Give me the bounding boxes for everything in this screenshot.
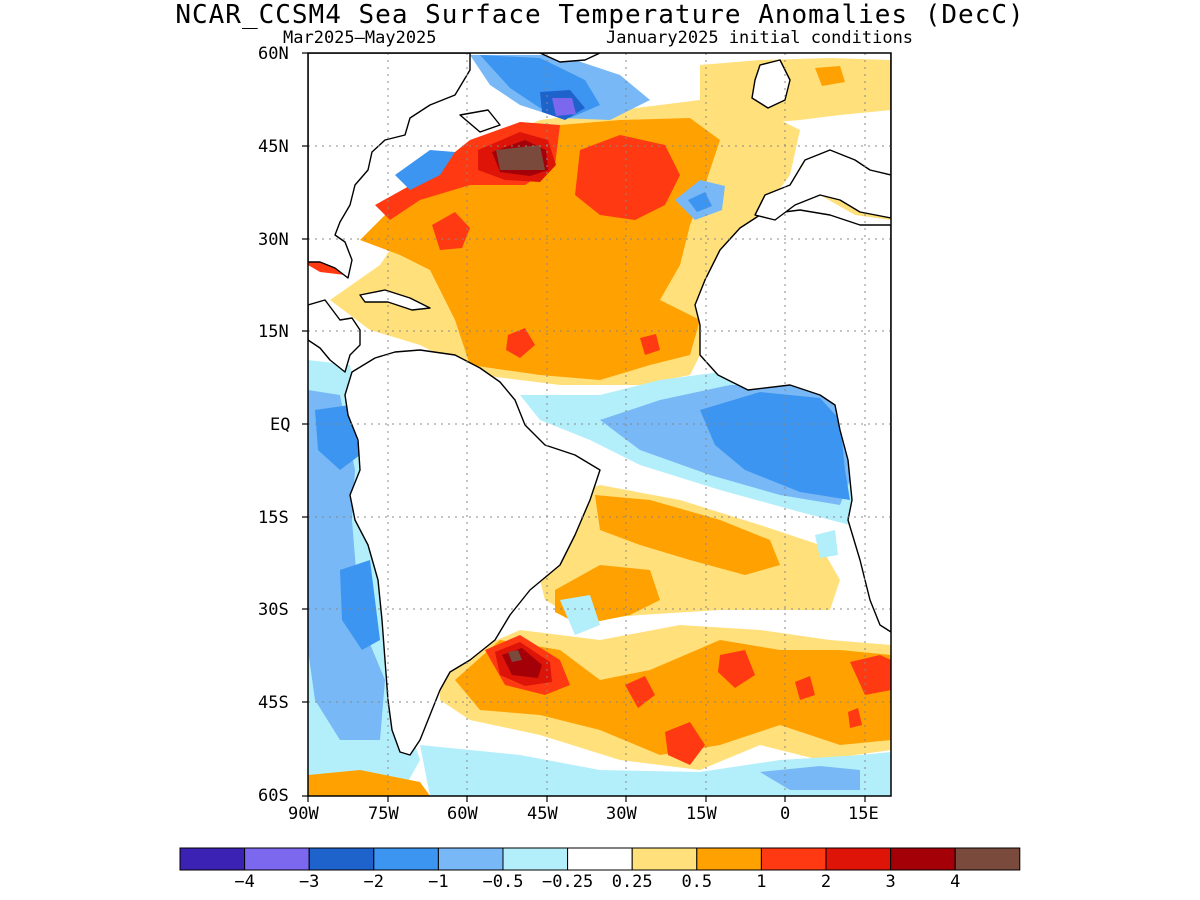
lat-label-45n: 45N <box>258 137 289 157</box>
anomaly-region-so-lightblue <box>760 766 860 790</box>
colorbar-label: −0.25 <box>542 872 594 892</box>
lon-label-15w: 15W <box>686 804 717 824</box>
lon-label-60w: 60W <box>447 804 478 824</box>
colorbar-swatch <box>437 847 504 871</box>
colorbar-label: 4 <box>950 872 961 892</box>
anomaly-region-lab-purple <box>552 98 576 116</box>
anomaly-region-na-red-4 <box>506 328 535 358</box>
lon-label-30w: 30W <box>606 804 637 824</box>
colorbar <box>179 847 1021 871</box>
colorbar-label: 0.5 <box>681 872 713 892</box>
colorbar-label: −2 <box>363 872 385 892</box>
colorbar-swatch <box>502 847 569 871</box>
colorbar-swatch <box>825 847 892 871</box>
colorbar-swatch <box>179 847 246 871</box>
anomaly-region-sa-cyan-spot-2 <box>815 530 838 558</box>
anomaly-region-na-red-1 <box>575 135 680 220</box>
land-newfoundland <box>459 109 501 133</box>
colorbar-label: 2 <box>820 872 832 892</box>
lat-label-15n: 15N <box>258 322 289 342</box>
lat-label-eq: EQ <box>270 415 291 435</box>
land-europe <box>754 53 891 221</box>
colorbar-label: 0.25 <box>611 872 653 892</box>
anomaly-region-gulf-blue <box>395 150 455 190</box>
initial-conditions: January2025 initial conditions <box>606 28 914 48</box>
lon-label-0: 0 <box>780 804 791 824</box>
lat-label-30n: 30N <box>258 230 289 250</box>
anomaly-region-eu-yellow <box>700 58 891 125</box>
colorbar-swatch <box>760 847 827 871</box>
axis-ticks <box>302 52 866 802</box>
anomaly-region-na-brown <box>496 145 545 170</box>
lat-label-45s: 45S <box>258 693 289 713</box>
anomaly-region-pac-orange <box>308 770 430 796</box>
anomaly-region-sa-brown <box>508 650 522 662</box>
lat-label-15s: 15S <box>258 508 289 528</box>
anomaly-region-sa-red-6 <box>795 676 815 700</box>
colorbar-swatch <box>696 847 762 871</box>
anomaly-region-na-red-5 <box>640 334 660 355</box>
colorbar-swatch <box>631 847 698 871</box>
lon-label-75w: 75W <box>368 804 399 824</box>
anomaly-field <box>308 53 891 796</box>
colorbar-label: −4 <box>234 872 255 892</box>
land-north-america <box>308 53 471 279</box>
forecast-period: Mar2025–May2025 <box>283 28 437 48</box>
anomaly-region-pac-blue-2 <box>340 560 380 650</box>
anomaly-region-sa-red-4 <box>718 650 755 688</box>
colorbar-label: −3 <box>298 872 320 892</box>
lon-label-90w: 90W <box>288 804 319 824</box>
anomaly-region-sa-orange-3 <box>455 640 891 755</box>
land-caribbean <box>359 289 431 311</box>
anomaly-region-pac-lightblue <box>308 390 385 740</box>
colorbar-swatch <box>567 847 633 871</box>
land-south-america <box>344 349 601 756</box>
anomaly-region-eq-blue <box>700 392 850 500</box>
colorbar-swatch <box>244 847 310 871</box>
lat-label-60n: 60N <box>258 44 289 64</box>
colorbar-label: 1 <box>756 872 767 892</box>
anomaly-region-na-red-3 <box>432 212 470 250</box>
anomaly-region-sa-red-3 <box>665 722 705 765</box>
anomaly-region-pac-blue <box>315 405 360 470</box>
colorbar-swatch <box>308 847 375 871</box>
land-british-isles <box>751 59 791 109</box>
land-central-america <box>308 299 361 373</box>
lat-label-60s: 60S <box>258 786 289 806</box>
colorbar-swatch <box>890 847 956 871</box>
anomaly-region-sa-red-2 <box>625 676 655 708</box>
land-greenland <box>539 53 601 63</box>
anomaly-region-eu-orange <box>815 66 845 86</box>
anomaly-region-sa-red-5 <box>850 655 891 695</box>
colorbar-label: −1 <box>428 872 449 892</box>
anomaly-region-sa-red-7 <box>848 708 862 728</box>
anomaly-region-sa-cyan-spot <box>560 595 600 635</box>
map-title: NCAR_CCSM4 Sea Surface Temperature Anoma… <box>175 0 1025 30</box>
colorbar-swatch <box>954 847 1021 871</box>
anomaly-region-sa-orange-1 <box>595 495 780 575</box>
colorbar-label: −0.5 <box>482 872 524 892</box>
anomaly-region-so-cyan <box>420 745 891 796</box>
colorbar-swatch <box>373 847 439 871</box>
grid-lines <box>308 53 891 796</box>
lon-label-15e: 15E <box>848 804 879 824</box>
colorbar-label: 3 <box>885 872 896 892</box>
lon-label-45w: 45W <box>527 804 558 824</box>
lat-label-30s: 30S <box>258 600 289 620</box>
coastlines <box>308 53 891 756</box>
